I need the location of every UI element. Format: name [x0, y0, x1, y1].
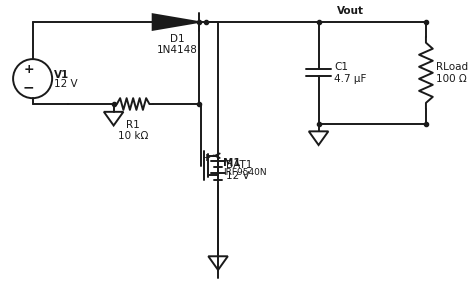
Text: −: −: [23, 80, 35, 94]
Text: V1: V1: [54, 70, 69, 80]
Text: 12 V: 12 V: [54, 79, 78, 88]
Text: IRF9540N: IRF9540N: [223, 168, 266, 177]
Text: M1: M1: [223, 158, 241, 168]
Text: +: +: [23, 63, 34, 76]
Text: C1
4.7 μF: C1 4.7 μF: [334, 62, 366, 84]
Text: R1
10 kΩ: R1 10 kΩ: [118, 120, 148, 141]
Text: +: +: [202, 153, 211, 163]
Text: D1
1N4148: D1 1N4148: [157, 34, 198, 55]
Text: BAT1
12 V: BAT1 12 V: [226, 159, 252, 181]
Text: RLoad
100 Ω: RLoad 100 Ω: [436, 62, 468, 84]
Text: Vout: Vout: [337, 6, 365, 16]
Polygon shape: [153, 14, 199, 30]
